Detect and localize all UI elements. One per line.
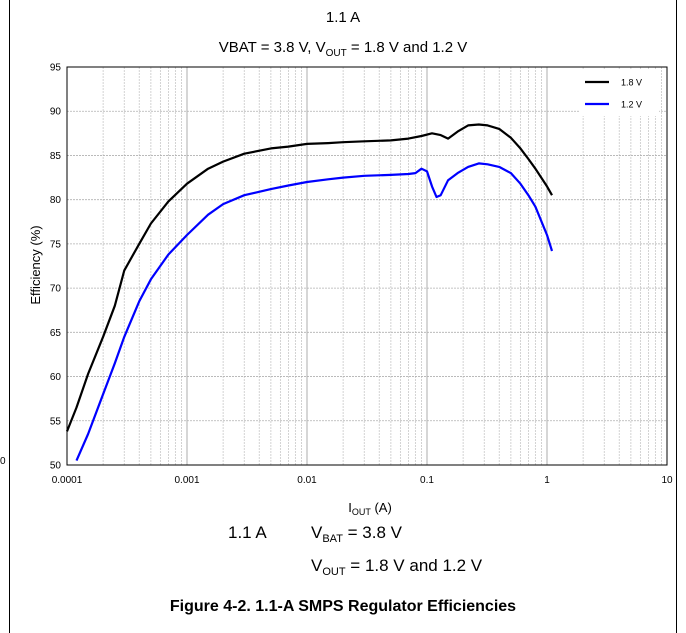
y-tick-label: 90 xyxy=(50,107,62,118)
x-axis-label: IOUT (A) xyxy=(348,500,392,517)
legend-label-2: 1.2 V xyxy=(621,100,642,110)
vbat-prefix: V xyxy=(311,523,323,542)
series-lines xyxy=(65,123,554,462)
vbat-subscript: BAT xyxy=(322,533,343,545)
vbat-value: = 3.8 V xyxy=(343,523,403,542)
legend: 1.8 V 1.2 V xyxy=(579,70,659,116)
annotation-vout: VOUT = 1.8 V and 1.2 V xyxy=(311,556,483,578)
y-axis-label: Efficiency (%) xyxy=(28,225,43,304)
vout-value: = 1.8 V and 1.2 V xyxy=(346,556,483,575)
tick-labels: 0.0001 0.001 0.01 0.1 1 10 50 55 60 65 70 75 80 85 90 9… xyxy=(50,63,673,487)
x-tick-label: 0.001 xyxy=(174,475,199,486)
series-line-1 xyxy=(65,123,553,432)
chart-subtitle: VBAT = 3.8 V, VOUT = 1.8 V and 1.2 V xyxy=(219,39,468,59)
y-tick-label: 70 xyxy=(50,284,62,295)
y-tick-label: 50 xyxy=(50,461,62,472)
y-tick-label: 85 xyxy=(50,151,62,162)
annotation-vbat: VBAT = 3.8 V xyxy=(311,523,403,545)
x-axis-label-unit: (A) xyxy=(371,500,392,515)
x-tick-label: 0.0001 xyxy=(52,475,83,486)
x-tick-label: 10 xyxy=(661,475,673,486)
plot-area-border xyxy=(66,66,668,466)
legend-label-1: 1.8 V xyxy=(621,78,642,88)
subtitle-out-subscript: OUT xyxy=(326,48,347,59)
annotation-current: 1.1 A xyxy=(228,523,267,542)
y-tick-label: 80 xyxy=(50,195,62,206)
chart-title: 1.1 A xyxy=(326,9,360,26)
subtitle-prefix: VBAT = 3.8 V, V xyxy=(219,39,326,56)
x-tick-label: 0.1 xyxy=(420,475,434,486)
series-line-2 xyxy=(75,162,554,462)
frame-right-border xyxy=(676,0,677,633)
x-tick-label: 0.01 xyxy=(297,475,317,486)
vout-subscript: OUT xyxy=(322,566,346,578)
y-tick-label: 55 xyxy=(50,416,62,427)
y-tick-label: 65 xyxy=(50,328,62,339)
x-axis-label-main: I xyxy=(348,500,352,515)
y-tick-label: 60 xyxy=(50,372,62,383)
x-tick-label: 1 xyxy=(544,475,550,486)
edge-fragment-label: 0 xyxy=(0,456,6,467)
figure-caption: Figure 4-2. 1.1-A SMPS Regulator Efficie… xyxy=(170,598,516,615)
y-tick-label: 75 xyxy=(50,239,62,250)
y-tick-label: 95 xyxy=(50,63,62,74)
subtitle-suffix: = 1.8 V and 1.2 V xyxy=(347,39,468,56)
legend-background xyxy=(579,70,659,116)
grid-lines xyxy=(66,66,668,466)
frame-left-border xyxy=(9,0,10,633)
vout-prefix: V xyxy=(311,556,323,575)
x-axis-label-subscript: OUT xyxy=(352,507,372,517)
